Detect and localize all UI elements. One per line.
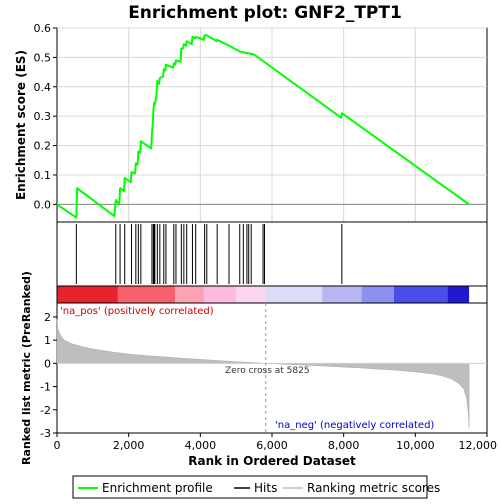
legend-item-hits: Hits xyxy=(254,481,277,495)
x-tick-label: 6,000 xyxy=(256,439,288,452)
heatmap-segment xyxy=(322,286,362,303)
heatmap-segment xyxy=(175,286,204,303)
x-axis-ticks: 0 2,000 4,000 6,000 8,000 10,000 12,000 xyxy=(54,433,498,452)
hits-marks xyxy=(75,224,343,284)
es-panel-ylabel: Enrichment score (ES) xyxy=(14,50,28,200)
x-tick-label: 8,000 xyxy=(328,439,360,452)
legend-item-enrichment-profile: Enrichment profile xyxy=(102,481,213,495)
es-ytick-label: 0.0 xyxy=(34,198,52,211)
metric-panel-yticks: 2 1 0 -1 -2 -3 xyxy=(40,311,57,440)
x-tick-label: 0 xyxy=(54,439,61,452)
heatmap-segment xyxy=(393,286,448,303)
es-ytick-label: 0.5 xyxy=(34,51,52,64)
x-axis-label: Rank in Ordered Dataset xyxy=(188,454,356,468)
chart-title: Enrichment plot: GNF2_TPT1 xyxy=(128,3,402,23)
heatmap-segment xyxy=(361,286,394,303)
metric-ytick-label: -1 xyxy=(40,381,51,394)
heatmap-segment xyxy=(117,286,176,303)
legend: Enrichment profile Hits Ranking metric s… xyxy=(72,475,440,499)
legend-frame xyxy=(72,475,428,499)
legend-item-ranking-metric: Ranking metric scores xyxy=(307,481,440,495)
x-tick-label: 4,000 xyxy=(185,439,217,452)
x-tick-label: 12,000 xyxy=(459,439,498,452)
ranking-heatmap-bar xyxy=(57,286,470,303)
heatmap-segment xyxy=(236,286,266,303)
heatmap-segment xyxy=(265,286,323,303)
metric-ytick-label: 2 xyxy=(44,311,51,324)
es-ytick-label: 0.6 xyxy=(34,22,52,35)
es-ytick-label: 0.2 xyxy=(34,140,52,153)
es-ytick-label: 0.4 xyxy=(34,81,52,94)
es-ytick-label: 0.3 xyxy=(34,110,52,123)
metric-ytick-label: 0 xyxy=(44,357,51,370)
ranking-metric-area xyxy=(56,319,470,429)
metric-ytick-label: -2 xyxy=(40,404,51,417)
zero-cross-label: Zero cross at 5825 xyxy=(225,366,310,376)
metric-panel-ylabel: Ranked list metric (PreRanked) xyxy=(20,271,33,465)
heatmap-segment xyxy=(203,286,237,303)
na-pos-label: 'na_pos' (positively correlated) xyxy=(60,306,214,317)
x-tick-label: 2,000 xyxy=(113,439,145,452)
metric-ytick-label: -3 xyxy=(40,427,51,440)
x-tick-label: 10,000 xyxy=(396,439,435,452)
metric-ytick-label: 1 xyxy=(44,334,51,347)
heatmap-segment xyxy=(57,286,118,303)
es-panel-yticks: 0.6 0.5 0.4 0.3 0.2 0.1 0.0 xyxy=(34,22,57,211)
enrichment-profile-line xyxy=(56,34,470,219)
heatmap-segment xyxy=(447,286,470,303)
hits-panel-frame xyxy=(56,221,488,287)
es-ytick-label: 0.1 xyxy=(34,169,52,182)
na-neg-label: 'na_neg' (negatively correlated) xyxy=(275,420,434,431)
